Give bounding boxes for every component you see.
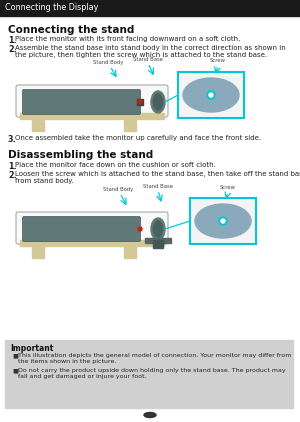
Bar [5,340,293,408]
Bar [153,240,163,248]
Ellipse shape [151,218,165,240]
Text: Place the monitor with its front facing downward on a soft cloth.: Place the monitor with its front facing … [15,36,240,42]
Bar [20,113,164,119]
Bar [124,246,136,258]
Text: Stand Body: Stand Body [103,187,133,192]
Text: 1.: 1. [8,36,16,45]
Text: Place the monitor face down on the cushion or soft cloth.: Place the monitor face down on the cushi… [15,162,216,168]
Text: ■: ■ [12,368,18,373]
Ellipse shape [138,227,142,231]
Ellipse shape [183,78,239,112]
Text: Connecting the stand: Connecting the stand [8,25,134,35]
Ellipse shape [138,100,142,104]
Bar [20,240,164,246]
Text: Connecting the Display: Connecting the Display [5,3,98,13]
Text: 1.: 1. [8,162,16,171]
Text: ■: ■ [12,353,18,358]
Ellipse shape [221,219,225,223]
Bar [32,246,44,258]
FancyBboxPatch shape [22,89,140,114]
Ellipse shape [195,204,251,238]
Ellipse shape [209,93,213,97]
Text: Screw: Screw [210,58,226,63]
Text: Important: Important [10,344,53,353]
Bar [0,0,300,16]
Bar [190,198,256,244]
Text: Stand Body: Stand Body [93,60,123,65]
Text: Stand Base: Stand Base [133,57,163,62]
Ellipse shape [219,217,227,225]
Ellipse shape [151,91,165,113]
Text: 2.: 2. [8,45,17,54]
Text: This illustration depicts the general model of connection. Your monitor may diff: This illustration depicts the general mo… [18,353,291,364]
Ellipse shape [207,91,215,99]
Text: Loosen the screw which is attached to the stand base, then take off the stand ba: Loosen the screw which is attached to th… [15,171,300,184]
Text: Disassembling the stand: Disassembling the stand [8,150,153,160]
Bar [124,119,136,131]
Text: 3.: 3. [8,135,16,144]
Text: 2.: 2. [8,171,17,180]
Ellipse shape [154,221,163,237]
FancyBboxPatch shape [16,212,168,244]
Bar [145,238,171,243]
Bar [137,99,143,105]
FancyBboxPatch shape [22,216,140,241]
Text: Assemble the stand base into stand body in the correct direction as shown in
the: Assemble the stand base into stand body … [15,45,286,58]
Bar [178,72,244,118]
FancyBboxPatch shape [16,85,168,117]
Ellipse shape [144,412,156,417]
Bar [32,119,44,131]
Text: Once assembled take the monitor up carefully and face the front side.: Once assembled take the monitor up caref… [15,135,261,141]
Text: Stand Base: Stand Base [143,184,173,189]
Ellipse shape [154,94,163,110]
Text: Screw: Screw [220,185,236,190]
Text: Do not carry the product upside down holding only the stand base. The product ma: Do not carry the product upside down hol… [18,368,286,379]
